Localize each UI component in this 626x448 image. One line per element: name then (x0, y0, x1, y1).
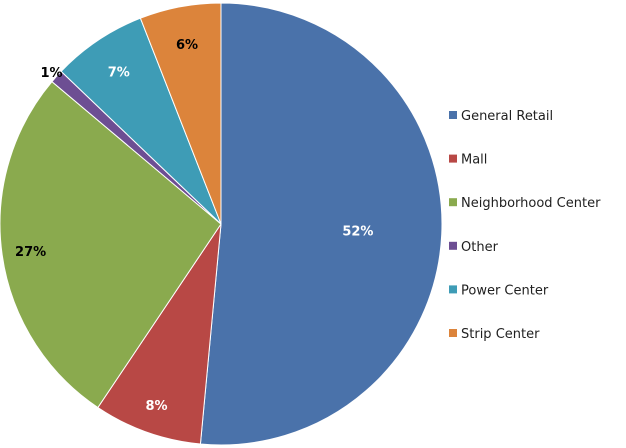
legend-swatch-mall (449, 154, 457, 163)
slice-label-neighborhood-center: 27% (15, 245, 46, 260)
legend-swatch-power-center (449, 285, 457, 294)
legend-swatch-neighborhood-center (449, 198, 457, 207)
legend-label-mall: Mall (461, 153, 487, 168)
legend-swatch-strip-center (449, 329, 457, 337)
pie-slice-general-retail (199, 2, 443, 446)
slice-label-mall: 8% (145, 399, 167, 414)
slice-label-strip-center: 6% (176, 38, 198, 53)
legend-label-power-center: Power Center (461, 283, 549, 298)
pie-slice-mall (97, 223, 222, 445)
slice-label-other: 1% (40, 66, 62, 81)
slice-label-power-center: 7% (108, 66, 130, 81)
legend-swatch-general-retail (449, 111, 457, 119)
legend: General Retail Mall Neighborhood Center Oth… (449, 109, 601, 342)
pie-slice-strip-center (139, 2, 222, 225)
legend-label-neighborhood-center: Neighborhood Center (461, 196, 601, 211)
slice-label-general-retail: 52% (342, 224, 373, 239)
pie-slice-neighborhood-center (0, 80, 222, 409)
pie-slices (0, 2, 443, 446)
legend-swatch-other (449, 241, 457, 250)
legend-label-strip-center: Strip Center (461, 327, 540, 342)
legend-label-general-retail: General Retail (461, 109, 553, 124)
slice-labels: 52% 8% 27% 1% 7% 6% (15, 38, 373, 414)
legend-label-other: Other (461, 240, 499, 255)
